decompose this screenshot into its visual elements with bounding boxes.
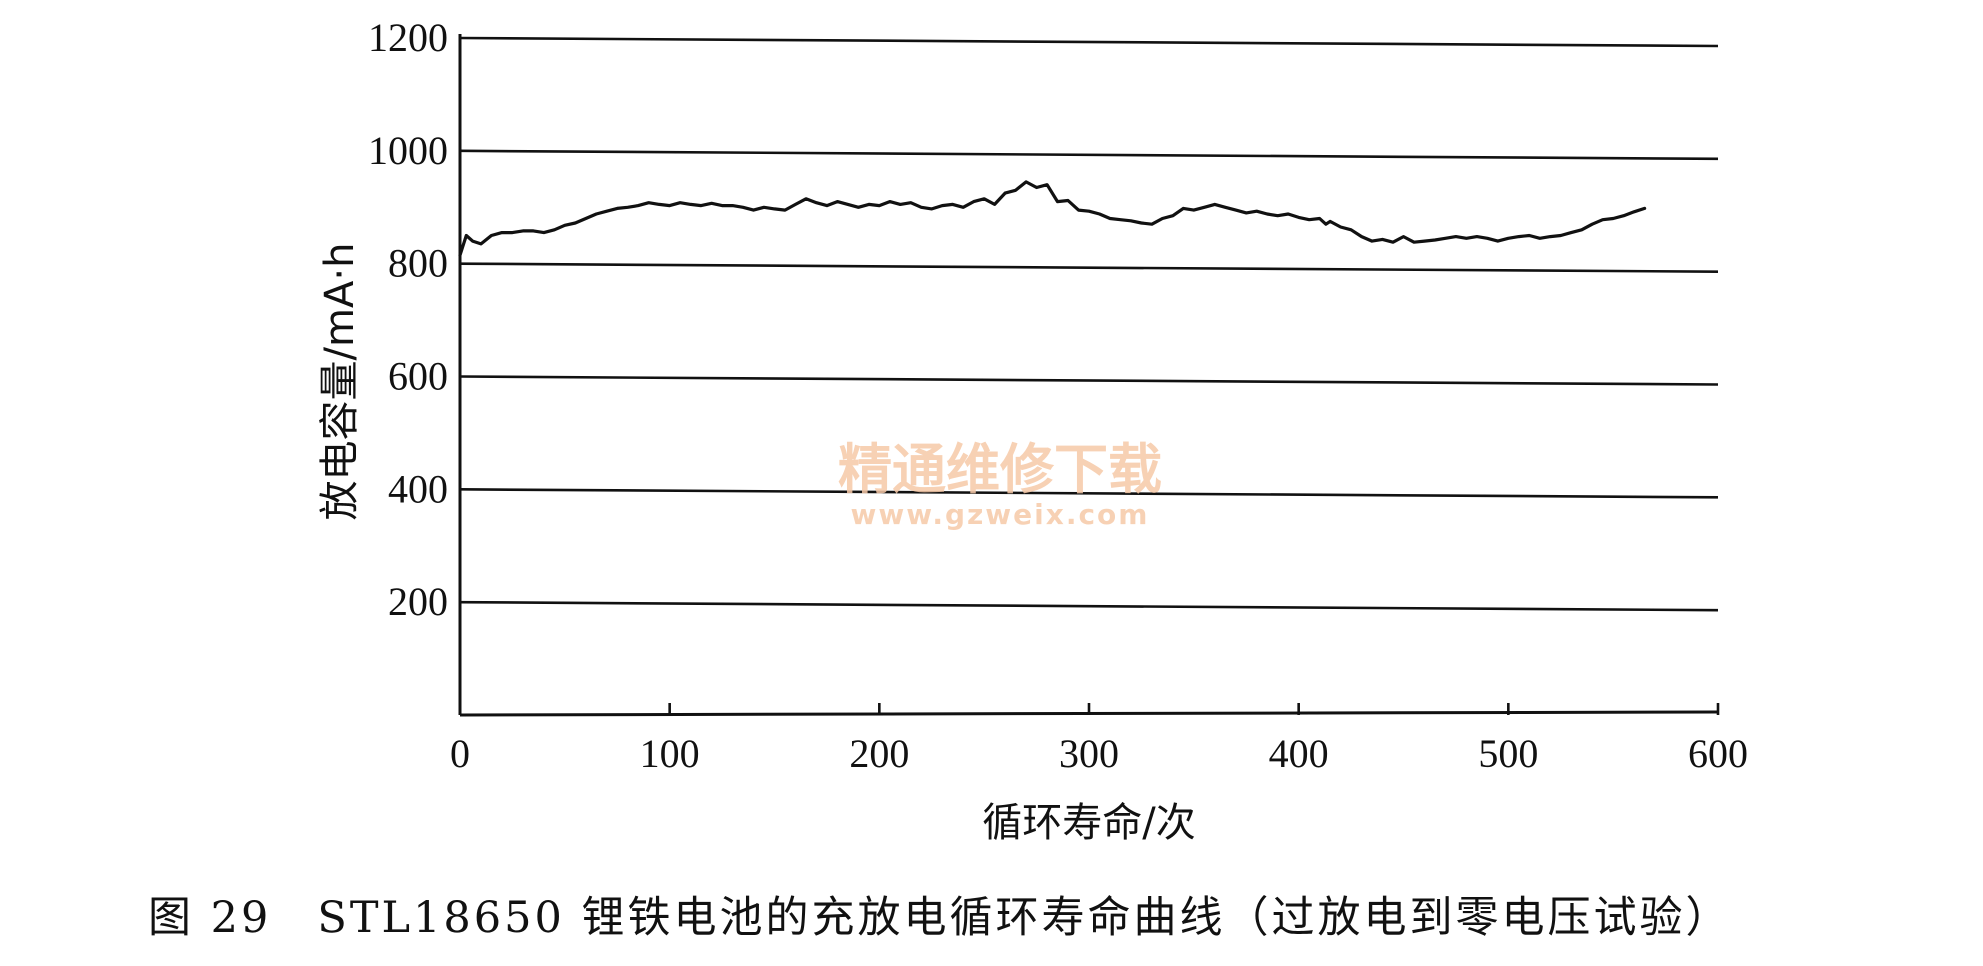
x-tick-label: 200	[849, 731, 909, 776]
x-tick-label: 100	[640, 731, 700, 776]
series-layer	[458, 180, 1647, 257]
gridline-600	[459, 375, 1719, 386]
x-tick-label: 300	[1059, 731, 1119, 776]
gridline-200	[459, 600, 1719, 612]
y-tick-label: 800	[388, 241, 448, 286]
series-line-0	[458, 180, 1647, 257]
x-tick-label: 0	[450, 731, 470, 776]
watermark-url: www.gzweix.com	[851, 498, 1150, 531]
y-tick-label: 600	[388, 354, 448, 399]
x-tick-label: 500	[1478, 731, 1538, 776]
gridline-800	[459, 262, 1719, 273]
gridline-400	[459, 488, 1719, 499]
figure-caption: 图 29 STL18650 锂铁电池的充放电循环寿命曲线（过放电到零电压试验）	[148, 893, 1732, 943]
axes	[458, 34, 1720, 717]
x-tick-label: 600	[1688, 731, 1748, 776]
watermark-title: 精通维修下载	[838, 438, 1162, 501]
y-axis-title: 放电容量/mA·h	[317, 243, 363, 521]
y-tick-label: 1000	[368, 128, 448, 173]
x-tick-labels: 0 100 200 300 400 500 600	[450, 731, 1748, 776]
watermark: 精通维修下载 www.gzweix.com	[838, 438, 1162, 531]
y-tick-label: 400	[388, 466, 448, 511]
gridlines	[459, 36, 1719, 612]
gridline-1000	[459, 149, 1719, 161]
x-tick-label: 400	[1269, 731, 1329, 776]
y-tick-labels: 200 400 600 800 1000 1200	[368, 15, 448, 624]
gridline-1200	[459, 36, 1719, 48]
x-axis-title: 循环寿命/次	[982, 800, 1195, 846]
y-tick-label: 1200	[368, 15, 448, 60]
y-tick-label: 200	[388, 579, 448, 624]
